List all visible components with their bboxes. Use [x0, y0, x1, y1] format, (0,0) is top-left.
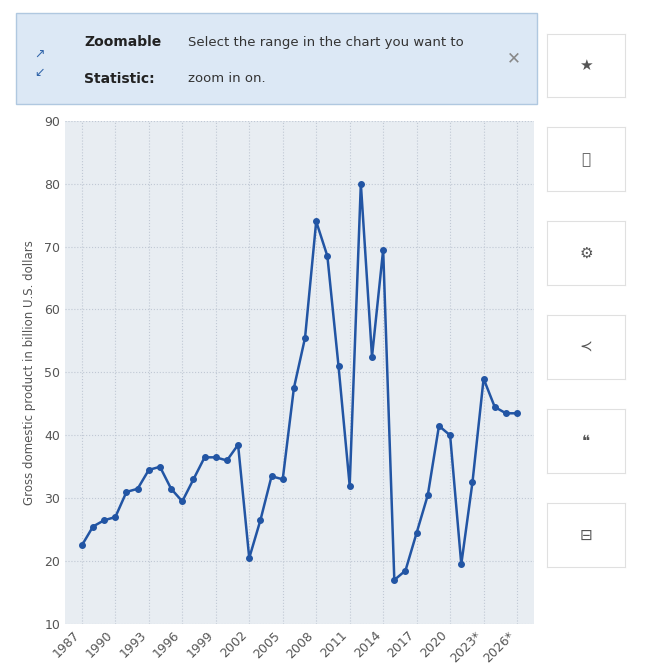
Text: ⚙: ⚙ [579, 246, 592, 261]
Text: 🔔: 🔔 [581, 152, 590, 167]
Y-axis label: Gross domestic product in billion U.S. dollars: Gross domestic product in billion U.S. d… [23, 240, 36, 505]
Text: ↗: ↗ [35, 48, 45, 60]
Text: ★: ★ [579, 58, 592, 73]
Text: ❝: ❝ [582, 433, 590, 449]
Text: zoom in on.: zoom in on. [188, 72, 266, 85]
Text: ≺: ≺ [579, 340, 592, 355]
Text: ⊟: ⊟ [579, 527, 592, 543]
FancyBboxPatch shape [16, 13, 537, 104]
Text: Zoomable: Zoomable [84, 36, 161, 50]
Text: Statistic:: Statistic: [84, 72, 154, 86]
Text: Select the range in the chart you want to: Select the range in the chart you want t… [188, 36, 464, 49]
Text: ↙: ↙ [35, 66, 45, 79]
Text: ✕: ✕ [506, 50, 521, 68]
